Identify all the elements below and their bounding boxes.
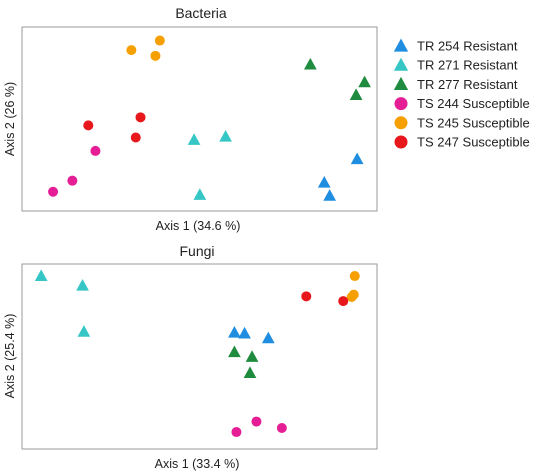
point-ts-245-susceptible xyxy=(150,50,161,61)
point-ts-245-susceptible xyxy=(349,271,360,282)
point-ts-247-susceptible xyxy=(301,291,312,302)
point-tr-271-resistant xyxy=(34,269,48,282)
legend-item: TR 254 Resistant xyxy=(393,38,518,54)
legend-marker-triangle xyxy=(393,38,409,52)
point-ts-245-susceptible xyxy=(126,45,137,56)
point-ts-247-susceptible xyxy=(338,296,349,307)
legend-triangle-icon xyxy=(393,76,409,91)
legend-label: TR 277 Resistant xyxy=(417,77,518,92)
legend-marker-circle xyxy=(394,97,408,111)
point-tr-277-resistant xyxy=(245,350,259,362)
legend-circle-icon xyxy=(394,116,408,130)
legend-triangle-icon xyxy=(393,57,409,71)
fungi-plot-frame xyxy=(21,263,378,450)
legend-circle-icon xyxy=(394,135,408,149)
point-tr-277-resistant xyxy=(349,88,363,100)
legend-triangle-icon xyxy=(393,38,409,52)
bacteria-title: Bacteria xyxy=(175,5,227,21)
point-tr-254-resistant xyxy=(228,326,241,338)
legend-label: TS 245 Susceptible xyxy=(417,115,530,130)
point-tr-254-resistant xyxy=(317,176,331,188)
point-tr-277-resistant xyxy=(358,75,371,88)
point-tr-271-resistant xyxy=(193,188,207,200)
legend-label: TR 271 Resistant xyxy=(417,58,518,73)
point-ts-244-susceptible xyxy=(90,145,101,156)
point-tr-277-resistant xyxy=(228,345,241,358)
point-ts-247-susceptible xyxy=(135,112,146,123)
fungi-panel: Fungi Axis 1 (33.4 %) Axis 2 (25.4 %) xyxy=(3,243,378,471)
legend-marker-triangle xyxy=(393,57,409,71)
point-ts-244-susceptible xyxy=(67,175,78,186)
point-tr-254-resistant xyxy=(323,189,337,201)
legend-marker-circle xyxy=(394,116,408,130)
legend-label: TS 247 Susceptible xyxy=(417,135,530,150)
point-tr-271-resistant xyxy=(219,129,232,142)
fungi-x-axis-label: Axis 1 (33.4 %) xyxy=(155,457,240,471)
point-tr-254-resistant xyxy=(350,152,364,165)
bacteria-marks xyxy=(48,35,371,201)
bacteria-y-axis-label: Axis 2 (26 %) xyxy=(3,82,17,156)
legend-item: TS 245 Susceptible xyxy=(394,115,530,130)
bacteria-x-axis-label: Axis 1 (34.6 %) xyxy=(156,219,241,233)
point-ts-244-susceptible xyxy=(48,186,59,197)
point-ts-244-susceptible xyxy=(276,422,287,433)
legend-item: TR 277 Resistant xyxy=(393,76,518,92)
point-tr-277-resistant xyxy=(304,57,317,70)
fungi-y-axis-label: Axis 2 (25.4 %) xyxy=(3,314,17,399)
point-tr-254-resistant xyxy=(238,326,251,339)
point-ts-244-susceptible xyxy=(251,416,262,427)
point-ts-245-susceptible xyxy=(346,292,357,303)
legend: TR 254 Resistant TR 271 Resistant TR 277… xyxy=(393,38,530,150)
legend-item: TR 271 Resistant xyxy=(393,57,518,73)
legend-marker-triangle xyxy=(393,76,409,91)
legend-label: TR 254 Resistant xyxy=(417,39,518,54)
point-tr-271-resistant xyxy=(187,133,201,145)
point-tr-277-resistant xyxy=(243,366,257,379)
legend-marker-circle xyxy=(394,135,408,149)
fungi-marks xyxy=(34,269,360,438)
fungi-title: Fungi xyxy=(179,243,214,259)
point-tr-254-resistant xyxy=(261,331,275,344)
point-ts-247-susceptible xyxy=(130,132,141,143)
legend-label: TS 244 Susceptible xyxy=(417,96,530,111)
point-ts-245-susceptible xyxy=(154,35,165,46)
legend-item: TS 247 Susceptible xyxy=(394,135,530,150)
point-tr-271-resistant xyxy=(76,279,89,291)
legend-item: TS 244 Susceptible xyxy=(394,96,530,111)
bacteria-panel: Bacteria Axis 1 (34.6 %) Axis 2 (26 %) xyxy=(3,5,378,233)
legend-circle-icon xyxy=(394,97,408,111)
point-tr-271-resistant xyxy=(77,325,91,337)
point-ts-244-susceptible xyxy=(231,427,242,438)
bacteria-plot-frame xyxy=(21,26,378,212)
point-ts-247-susceptible xyxy=(83,120,94,131)
